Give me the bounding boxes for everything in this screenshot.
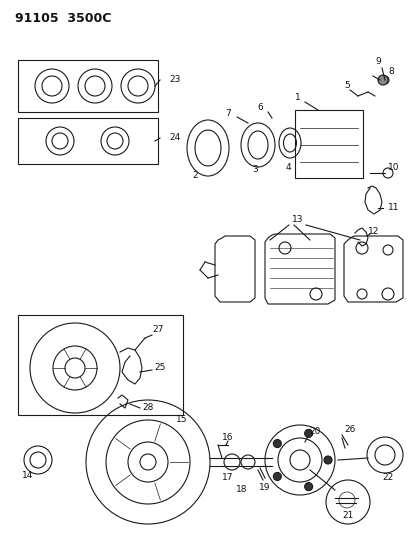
Bar [18,118,158,164]
Text: 17: 17 [222,473,234,482]
Circle shape [305,430,313,438]
Circle shape [378,75,388,85]
Text: 18: 18 [236,486,248,495]
Text: 16: 16 [222,433,234,442]
Text: 1: 1 [295,93,301,102]
Text: 26: 26 [344,425,356,434]
Text: 4: 4 [285,164,291,173]
Text: 91105  3500C: 91105 3500C [15,12,112,25]
Text: 9: 9 [375,58,381,67]
Text: 13: 13 [292,215,304,224]
Text: 2: 2 [192,171,198,180]
Text: 11: 11 [388,204,400,213]
Polygon shape [215,236,255,302]
Polygon shape [265,234,335,304]
Text: 24: 24 [169,133,180,142]
Text: 28: 28 [142,403,154,413]
Circle shape [273,440,281,448]
Polygon shape [344,236,403,302]
Circle shape [324,456,332,464]
Text: 8: 8 [388,68,394,77]
Text: 10: 10 [388,164,400,173]
Text: 12: 12 [368,228,380,237]
Bar [18,315,183,415]
Circle shape [305,482,313,491]
Bar [18,60,158,112]
Text: 6: 6 [257,103,263,112]
Circle shape [273,472,281,480]
Bar [295,110,363,178]
Text: 5: 5 [344,80,350,90]
Text: 22: 22 [382,473,394,482]
Text: 7: 7 [225,109,231,118]
Text: 21: 21 [342,512,354,521]
Text: 25: 25 [154,364,166,373]
Text: 23: 23 [169,76,181,85]
Text: 27: 27 [152,326,164,335]
Text: 15: 15 [176,416,188,424]
Text: 3: 3 [252,166,258,174]
Text: 20: 20 [309,427,320,437]
Text: 19: 19 [259,483,271,492]
Text: 14: 14 [22,471,34,480]
